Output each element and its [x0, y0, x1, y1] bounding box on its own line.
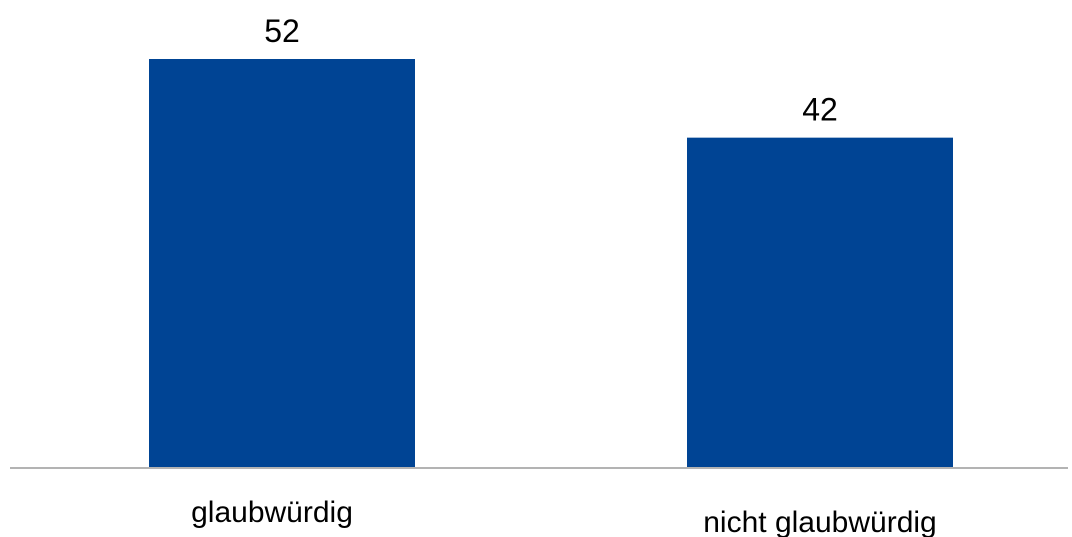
data-label-1: 52 [264, 13, 300, 49]
category-labels-group: glaubwürdig nicht glaubwürdig [191, 496, 937, 537]
value-labels-group: 52 42 [264, 13, 838, 128]
bar-1 [149, 59, 415, 468]
category-label-1: glaubwürdig [191, 496, 353, 529]
bar-2 [687, 137, 953, 468]
data-label-2: 42 [802, 92, 838, 128]
category-label-2: nicht glaubwürdig [703, 506, 936, 537]
bars-group [149, 59, 953, 468]
